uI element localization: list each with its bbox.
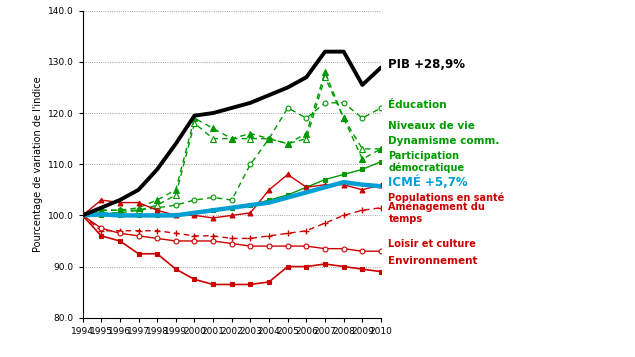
Text: Populations en santé: Populations en santé [389, 192, 505, 203]
Text: Loisir et culture: Loisir et culture [389, 238, 476, 248]
Text: PIB +28,9%: PIB +28,9% [389, 58, 465, 71]
Y-axis label: Pourcentage de variation de l'indice: Pourcentage de variation de l'indice [34, 76, 43, 252]
Text: Éducation: Éducation [389, 100, 447, 110]
Text: Niveaux de vie: Niveaux de vie [389, 121, 476, 131]
Text: Aménagement du
temps: Aménagement du temps [389, 202, 485, 224]
Text: ICMÉ +5,7%: ICMÉ +5,7% [389, 175, 468, 189]
Text: Environnement: Environnement [389, 256, 478, 266]
Text: Participation
démocratique: Participation démocratique [389, 151, 465, 173]
Text: Dynamisme comm.: Dynamisme comm. [389, 136, 500, 146]
